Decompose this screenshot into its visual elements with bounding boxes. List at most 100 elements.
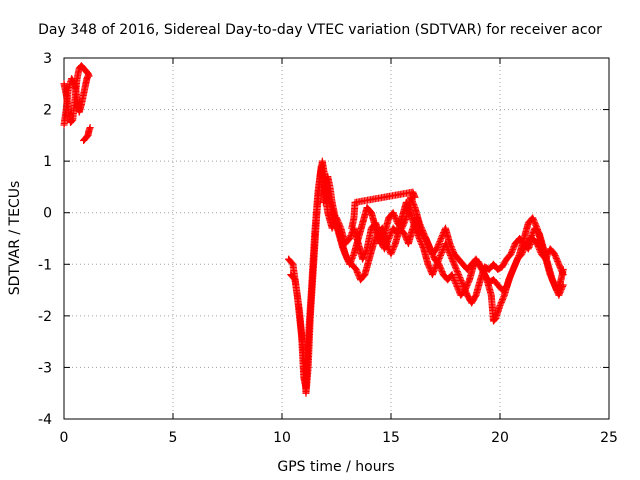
data-point — [496, 302, 504, 310]
data-point — [549, 276, 557, 284]
data-point — [418, 225, 426, 233]
data-point — [346, 233, 354, 241]
data-point — [417, 237, 425, 245]
data-point — [387, 230, 395, 238]
data-point — [346, 260, 354, 268]
series-seg4 — [285, 162, 567, 392]
data-point — [550, 279, 558, 287]
data-point — [348, 254, 356, 262]
data-point — [452, 265, 460, 273]
data-point — [554, 259, 562, 267]
data-point — [497, 300, 505, 308]
data-point — [389, 246, 397, 254]
data-point — [463, 282, 471, 290]
data-point — [450, 259, 458, 267]
data-point — [370, 240, 378, 248]
data-point — [464, 280, 472, 288]
data-point — [449, 257, 457, 265]
data-point — [497, 299, 505, 307]
data-point — [430, 268, 438, 276]
data-point — [401, 231, 409, 239]
data-point — [437, 266, 445, 274]
data-point — [450, 275, 458, 283]
data-point — [548, 275, 556, 283]
data-point — [462, 285, 470, 293]
data-point — [551, 282, 559, 290]
data-point — [438, 247, 446, 255]
data-point — [86, 124, 94, 132]
data-point — [509, 265, 517, 273]
data-point — [387, 250, 395, 258]
y-tick-label: -2 — [38, 309, 52, 325]
data-point — [458, 279, 466, 287]
series-seg7 — [348, 188, 419, 232]
data-point — [389, 244, 397, 252]
data-point — [446, 241, 454, 249]
data-point — [400, 218, 408, 226]
data-point — [498, 297, 506, 305]
data-point — [409, 224, 417, 232]
data-point — [559, 281, 567, 289]
data-point — [546, 271, 554, 279]
data-point — [417, 223, 425, 231]
data-point — [509, 244, 517, 252]
x-tick-label: 5 — [169, 430, 178, 446]
data-point — [429, 269, 437, 277]
axis-ticks: 0 5 10 15 20 25 -4 -3 -2 -1 0 1 2 3 — [38, 51, 618, 446]
data-point — [454, 284, 462, 292]
data-point — [528, 230, 536, 238]
data-point — [416, 221, 424, 229]
data-point — [456, 274, 464, 282]
data-point — [499, 294, 507, 302]
data-point — [451, 263, 459, 271]
data-point — [383, 241, 391, 249]
y-tick-label: 0 — [43, 206, 52, 222]
data-point — [424, 260, 432, 268]
data-point — [426, 244, 434, 252]
x-tick-label: 20 — [491, 430, 509, 446]
data-point — [349, 253, 357, 261]
data-point — [450, 260, 458, 268]
data-point — [425, 241, 433, 249]
data-point — [551, 250, 558, 258]
data-point — [359, 255, 367, 263]
data-point — [376, 240, 384, 248]
data-point — [438, 248, 446, 256]
data-point — [555, 260, 563, 268]
data-point — [551, 281, 558, 289]
data-point — [531, 218, 539, 226]
data-point — [400, 220, 408, 228]
data-point — [455, 271, 463, 279]
data-point — [437, 250, 445, 258]
data-point — [436, 263, 444, 271]
data-point — [419, 228, 427, 236]
data-point — [448, 271, 456, 279]
data-point — [557, 287, 565, 295]
data-point — [398, 224, 406, 232]
data-point — [507, 271, 515, 279]
data-point — [417, 222, 425, 230]
data-point — [379, 232, 387, 240]
data-point — [555, 262, 563, 270]
data-point — [557, 285, 565, 293]
data-point — [420, 231, 428, 239]
data-point — [342, 253, 350, 261]
data-point — [449, 274, 457, 282]
data-point — [67, 118, 75, 126]
data-point — [448, 256, 456, 264]
data-point — [452, 281, 460, 289]
data-point — [509, 266, 517, 274]
data-point — [461, 286, 469, 294]
y-axis-label: SDTVAR / TECUs — [7, 181, 23, 296]
data-point — [428, 271, 436, 279]
data-point — [437, 251, 445, 259]
data-point — [437, 235, 445, 242]
data-point — [556, 288, 564, 296]
data-point — [377, 238, 385, 246]
data-point — [377, 237, 385, 245]
data-point — [425, 263, 433, 271]
data-point — [390, 210, 398, 218]
data-point — [509, 246, 517, 254]
data-point — [549, 278, 557, 286]
data-point — [456, 275, 464, 283]
